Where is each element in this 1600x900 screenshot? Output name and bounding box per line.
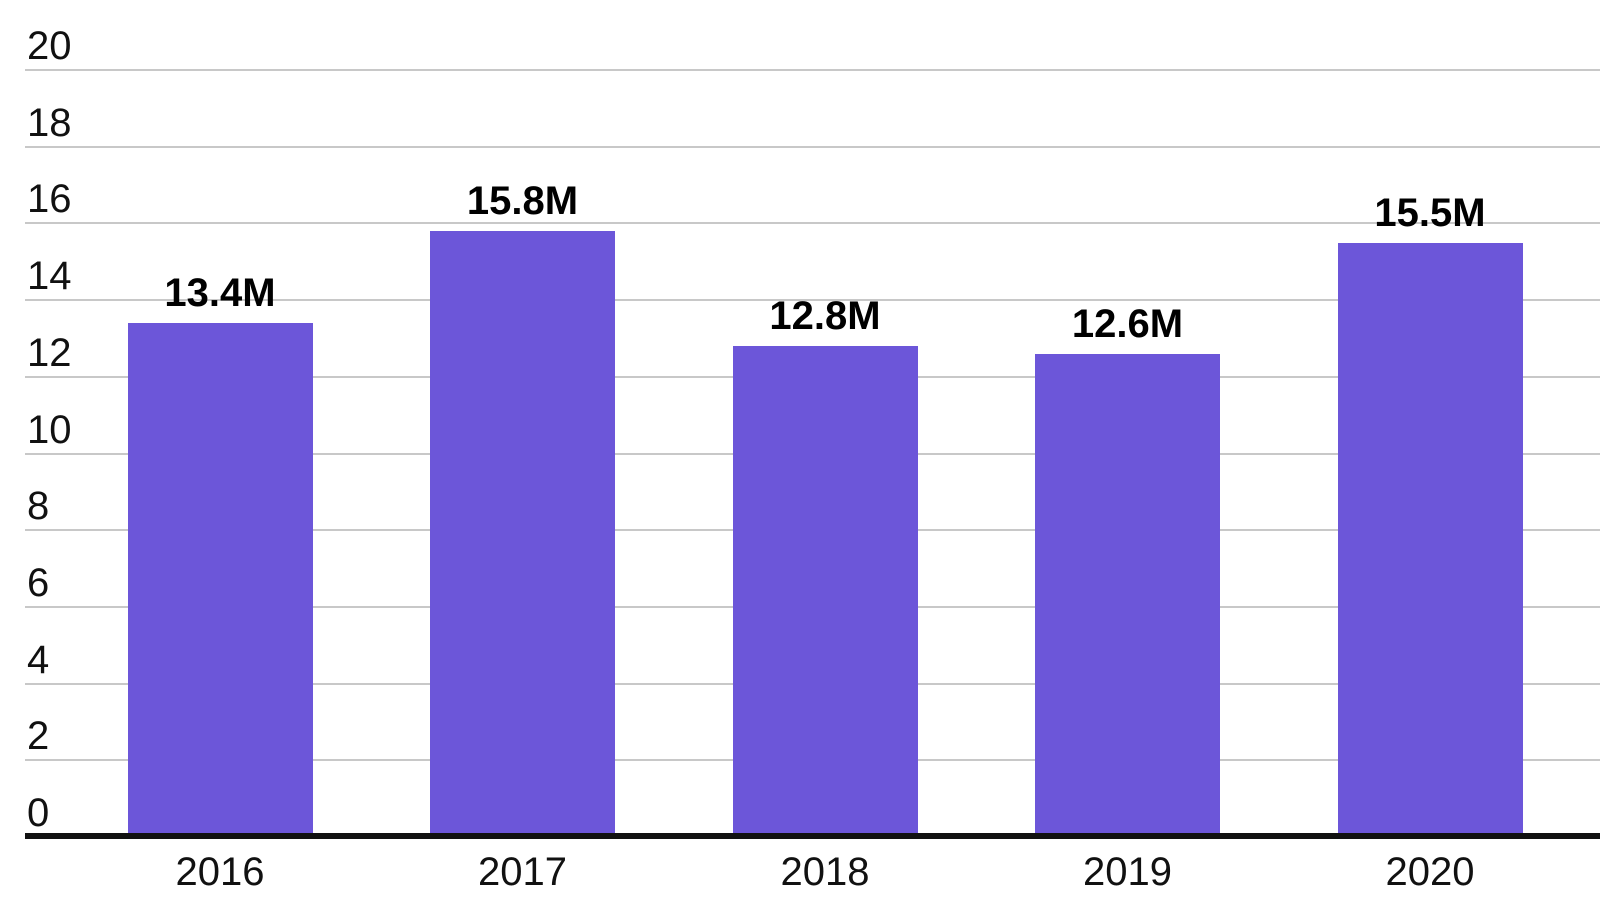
- y-axis-tick-label-14: 14: [27, 254, 72, 299]
- gridline-y-16: [25, 222, 1600, 225]
- y-axis-tick-label-18: 18: [27, 100, 72, 145]
- y-axis-tick-label-12: 12: [27, 330, 72, 375]
- x-axis-tick-label-2018: 2018: [780, 850, 870, 894]
- bar-value-label-2018: 12.8M: [769, 294, 881, 339]
- y-axis-tick-label-0: 0: [27, 791, 50, 835]
- x-axis-tick-label-2017: 2017: [478, 850, 567, 894]
- y-axis-tick-label-16: 16: [27, 177, 72, 222]
- x-axis-tick-label-2019: 2019: [1083, 850, 1172, 894]
- y-axis-tick-label-20: 20: [27, 24, 72, 68]
- bar-2018: [732, 346, 918, 834]
- gridline-y-20: [25, 69, 1600, 71]
- gridline-y-14: [25, 299, 1600, 302]
- x-axis-line: [25, 833, 1600, 839]
- bar-2017: [430, 231, 615, 834]
- y-axis-tick-label-8: 8: [27, 484, 50, 529]
- y-axis-tick-label-6: 6: [27, 560, 50, 605]
- bar-value-label-2017: 15.8M: [466, 179, 579, 224]
- bar-value-label-2020: 15.5M: [1374, 190, 1486, 235]
- x-axis-tick-label-2016: 2016: [175, 850, 265, 894]
- bar-value-label-2016: 13.4M: [164, 271, 276, 316]
- bar-2016: [127, 323, 313, 834]
- bar-2020: [1337, 242, 1523, 834]
- bar-value-label-2019: 12.6M: [1071, 301, 1184, 346]
- x-axis-tick-label-2020: 2020: [1385, 850, 1475, 894]
- y-axis-tick-label-10: 10: [27, 407, 72, 452]
- y-axis-tick-label-2: 2: [27, 714, 50, 759]
- y-axis-tick-label-4: 4: [27, 637, 50, 682]
- bar-2019: [1035, 353, 1220, 834]
- gridline-y-18: [25, 145, 1600, 148]
